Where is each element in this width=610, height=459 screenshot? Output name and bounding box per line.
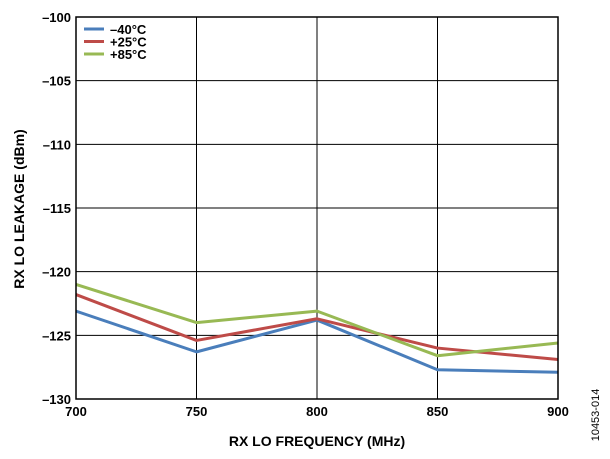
y-tick-label: –130 <box>42 392 71 407</box>
series-line <box>75 282 559 358</box>
y-tick-label: –110 <box>43 137 71 152</box>
x-tick-labels: 700 750 800 850 900 <box>65 404 569 419</box>
y-tick-label: –115 <box>43 201 71 216</box>
x-axis-label: RX LO FREQUENCY (MHz) <box>229 433 405 449</box>
y-tick-label: –105 <box>42 74 71 89</box>
grid <box>75 16 559 400</box>
x-tick-label: 800 <box>306 404 328 419</box>
x-tick-label: 750 <box>186 404 208 419</box>
y-axis-label: RX LO LEAKAGE (dBm) <box>11 129 27 288</box>
x-tick-label: 850 <box>427 404 449 419</box>
legend-label: +85°C <box>110 47 147 62</box>
plot-frame <box>75 16 559 400</box>
x-tick-label: 700 <box>65 404 87 419</box>
y-tick-labels: –100 –105 –110 –115 –120 –125 –130 <box>42 10 71 407</box>
legend: –40°C+25°C+85°C <box>84 22 147 62</box>
y-tick-label: –125 <box>42 328 71 343</box>
x-tick-label: 900 <box>547 404 569 419</box>
y-tick-label: –120 <box>42 265 71 280</box>
y-tick-label: –100 <box>42 10 71 25</box>
figure-id: 10453-014 <box>590 389 602 442</box>
legend-label: –40°C <box>110 22 147 37</box>
legend-label: +25°C <box>110 35 147 50</box>
series-lines <box>75 282 559 374</box>
